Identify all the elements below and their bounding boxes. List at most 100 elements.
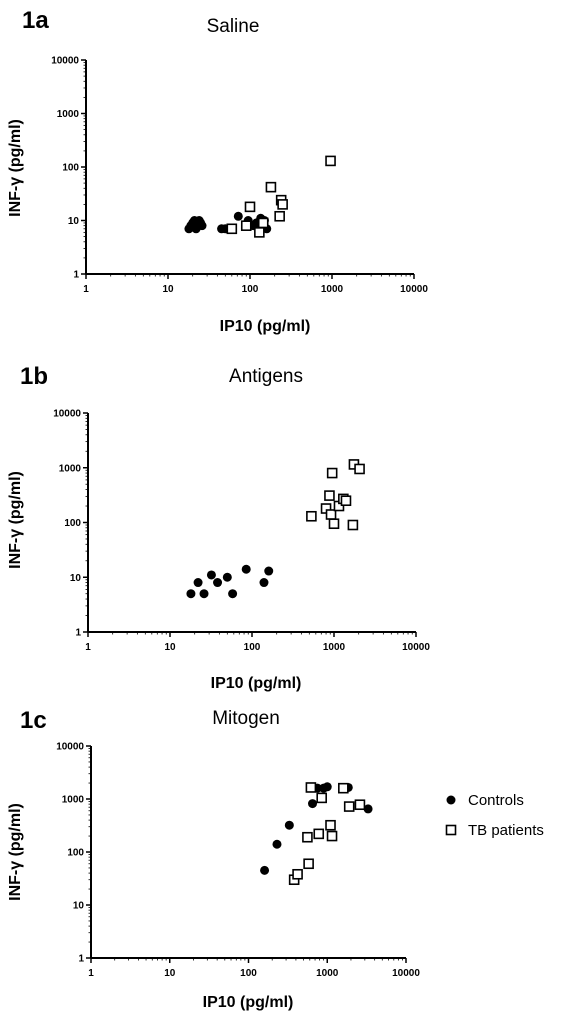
point-tb-patients: [304, 859, 313, 868]
point-tb-patients: [266, 183, 275, 192]
y-tick-label: 10: [68, 216, 80, 227]
point-tb-patients: [355, 464, 364, 473]
point-tb-patients: [303, 833, 312, 842]
y-axis-title: INF-γ (pg/ml): [7, 803, 24, 901]
point-tb-patients: [275, 212, 284, 221]
point-tb-patients: [242, 221, 251, 230]
axis-ticks: 1 10 100 1000 10000 1 10 100 1000 10000: [53, 409, 430, 654]
panel-label: 1b: [20, 363, 48, 390]
legend-label-tb-patients: TB patients: [468, 822, 544, 839]
point-tb-patients: [293, 870, 302, 879]
data-points: [260, 782, 373, 884]
point-controls: [260, 866, 269, 875]
point-tb-patients: [259, 218, 268, 227]
y-tick-label: 1: [73, 270, 79, 281]
legend-marker-controls: [447, 796, 456, 805]
point-tb-patients: [325, 491, 334, 500]
chart-title: Mitogen: [212, 708, 280, 729]
x-axis-title: IP10 (pg/ml): [220, 318, 311, 335]
x-tick-label: 1000: [323, 642, 346, 653]
point-tb-patients: [306, 783, 315, 792]
legend: Controls TB patients: [447, 792, 544, 839]
y-tick-label: 10000: [56, 742, 84, 753]
legend-marker-tb-patients: [447, 826, 456, 835]
x-tick-label: 10000: [402, 642, 430, 653]
point-tb-patients: [326, 156, 335, 165]
y-tick-label: 100: [67, 848, 84, 859]
point-controls: [285, 821, 294, 830]
y-tick-label: 1000: [59, 463, 82, 474]
point-tb-patients: [345, 802, 354, 811]
point-tb-patients: [307, 512, 316, 521]
point-tb-patients: [355, 800, 364, 809]
panel-1b: 1b Antigens IP10 (pg/ml) INF-γ (pg/ml) 1…: [7, 363, 430, 692]
y-tick-label: 1: [78, 954, 84, 965]
chart-title: Antigens: [229, 366, 303, 387]
point-controls: [186, 589, 195, 598]
panel-1c: 1c Mitogen IP10 (pg/ml) INF-γ (pg/ml) 11…: [7, 707, 544, 1011]
point-tb-patients: [348, 521, 357, 530]
panel-label: 1c: [20, 707, 47, 734]
y-tick-label: 10000: [51, 56, 79, 67]
point-controls: [242, 565, 251, 574]
point-controls: [200, 589, 209, 598]
x-axis-title: IP10 (pg/ml): [203, 994, 294, 1011]
point-tb-patients: [330, 519, 339, 528]
point-controls: [223, 573, 232, 582]
data-points: [184, 156, 335, 236]
point-tb-patients: [328, 832, 337, 841]
point-controls: [234, 212, 243, 221]
point-tb-patients: [317, 793, 326, 802]
x-tick-label: 10: [164, 968, 176, 979]
point-controls: [228, 589, 237, 598]
x-tick-label: 100: [244, 642, 261, 653]
y-tick-label: 1000: [62, 795, 85, 806]
point-tb-patients: [326, 821, 335, 830]
x-tick-label: 1: [83, 284, 89, 295]
x-tick-label: 10000: [392, 968, 420, 979]
point-tb-patients: [327, 510, 336, 519]
point-tb-patients: [255, 228, 264, 237]
point-tb-patients: [341, 496, 350, 505]
point-controls: [194, 578, 203, 587]
y-tick-label: 10000: [53, 409, 81, 420]
point-controls: [207, 570, 216, 579]
point-tb-patients: [328, 469, 337, 478]
point-tb-patients: [278, 200, 287, 209]
x-tick-label: 10: [164, 642, 176, 653]
axis-ticks: 110100100010000110100100010000: [51, 56, 428, 296]
point-controls: [272, 840, 281, 849]
y-axis-title: INF-γ (pg/ml): [7, 471, 24, 569]
point-controls: [213, 578, 222, 587]
y-tick-label: 10: [70, 573, 82, 584]
panel-label: 1a: [22, 7, 49, 34]
y-tick-label: 100: [62, 163, 79, 174]
x-tick-label: 1: [88, 968, 94, 979]
x-tick-label: 1000: [316, 968, 339, 979]
y-tick-label: 1000: [57, 109, 80, 120]
panel-1a: 1a Saline IP10 (pg/ml) INF-γ (pg/ml) 1 10…: [7, 7, 428, 335]
x-tick-label: 1: [85, 642, 91, 653]
point-tb-patients: [339, 784, 348, 793]
point-tb-patients: [227, 224, 236, 233]
point-tb-patients: [246, 202, 255, 211]
axis-ticks: 1 10 100 1000 10000 1 10 100 1000 10000: [56, 742, 420, 980]
y-tick-label: 1: [75, 628, 81, 639]
point-controls: [308, 799, 317, 808]
chart-title: Saline: [207, 16, 260, 37]
legend-label-controls: Controls: [468, 792, 524, 809]
point-controls: [323, 782, 332, 791]
point-controls: [259, 578, 268, 587]
y-axis-title: INF-γ (pg/ml): [7, 119, 24, 217]
x-tick-label: 10: [162, 284, 174, 295]
x-axis-title: IP10 (pg/ml): [211, 675, 302, 692]
x-tick-label: 1000: [321, 284, 344, 295]
x-tick-label: 100: [240, 968, 257, 979]
y-tick-label: 100: [64, 518, 81, 529]
x-tick-label: 100: [242, 284, 259, 295]
point-tb-patients: [314, 829, 323, 838]
data-points: [186, 460, 364, 598]
point-controls: [198, 221, 207, 230]
y-tick-label: 10: [73, 901, 85, 912]
